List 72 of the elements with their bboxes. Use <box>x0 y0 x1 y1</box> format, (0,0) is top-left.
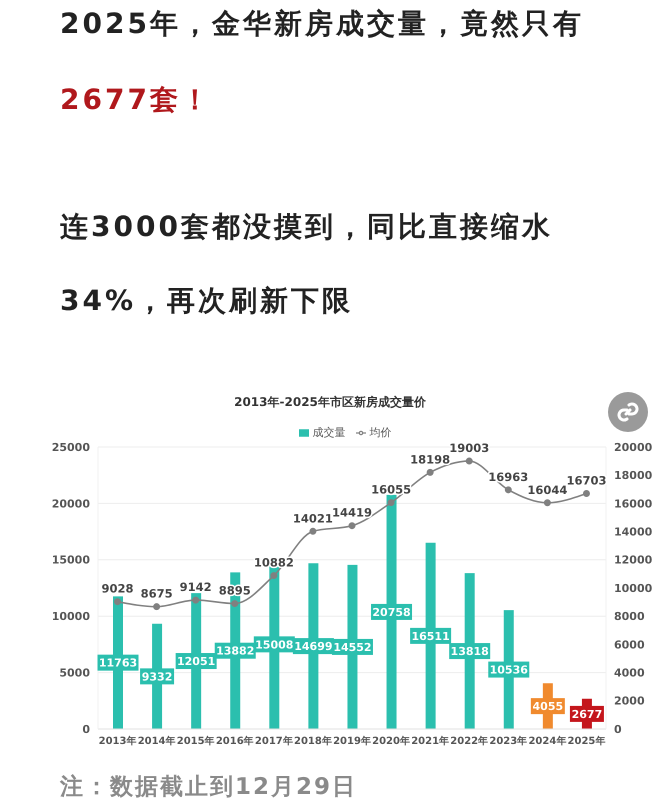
data-label: 18198 <box>410 452 450 466</box>
y2-tick-label: 16000 <box>614 497 653 510</box>
x-tick-label: 2018年 <box>294 735 332 748</box>
data-label: 10536 <box>490 664 528 677</box>
data-label: 13882 <box>216 644 254 658</box>
legend-label: 均价 <box>370 426 392 439</box>
point <box>388 499 395 506</box>
data-label: 20758 <box>372 606 411 619</box>
y2-tick-label: 8000 <box>614 610 645 624</box>
legend-label: 成交量 <box>312 426 346 439</box>
point <box>582 490 590 497</box>
y2-tick-label: 12000 <box>614 554 653 567</box>
point <box>544 499 551 506</box>
data-label: 14021 <box>292 511 333 526</box>
x-tick-label: 2022年 <box>450 735 488 748</box>
point <box>309 528 316 535</box>
data-label: 15008 <box>255 638 294 652</box>
data-label: 2677 <box>572 708 602 721</box>
x-tick-label: 2015年 <box>176 735 215 748</box>
data-label: 16044 <box>527 482 568 497</box>
point <box>504 486 512 494</box>
y2-tick-label: 20000 <box>614 440 653 454</box>
point <box>426 468 434 476</box>
y-tick-label: 15000 <box>52 554 90 567</box>
data-label: 11763 <box>98 656 138 670</box>
point <box>231 600 238 608</box>
text: 2677套！ <box>60 82 212 118</box>
data-label: 9028 <box>102 582 134 596</box>
x-tick-label: 2019年 <box>333 735 371 748</box>
x-tick-label: 2014年 <box>138 735 176 748</box>
x-tick-label: 2021年 <box>411 735 450 748</box>
y2-tick-label: 2000 <box>614 694 645 708</box>
text: 2025年，金华新房成交量，竟然只有 <box>60 6 584 42</box>
x-tick-label: 2016年 <box>216 735 254 748</box>
x-tick-label: 2024年 <box>528 735 566 748</box>
y2-tick-label: 0 <box>614 722 622 736</box>
y-tick-label: 0 <box>82 722 90 736</box>
data-label: 13818 <box>450 645 489 658</box>
point <box>153 603 160 610</box>
y-tick-label: 20000 <box>52 497 90 510</box>
data-label: 16511 <box>411 630 450 643</box>
data-label: 12051 <box>177 654 216 668</box>
x-tick-label: 2023年 <box>489 735 528 748</box>
y2-tick-label: 18000 <box>614 469 653 482</box>
x-tick-label: 2013年 <box>98 735 136 748</box>
x-tick-label: 2025年 <box>568 735 606 748</box>
data-label: 4055 <box>532 700 564 714</box>
chart-title: 2013年-2025年市区新房成交量价 <box>233 394 427 410</box>
data-label: 16703 <box>566 473 606 488</box>
y2-tick-label: 10000 <box>614 582 653 595</box>
data-label: 14552 <box>333 640 372 654</box>
y-tick-label: 5000 <box>59 666 90 680</box>
text: 注：数据截止到12月29日 <box>60 773 358 802</box>
point <box>270 572 278 580</box>
y2-tick-label: 14000 <box>614 526 653 539</box>
y2-tick-label: 6000 <box>614 638 645 652</box>
y-tick-label: 25000 <box>52 440 90 454</box>
data-label: 19003 <box>449 441 490 456</box>
x-tick-label: 2017年 <box>254 735 293 748</box>
point <box>192 596 200 604</box>
data-label: 14419 <box>332 506 372 520</box>
data-label: 9142 <box>180 580 212 594</box>
point <box>348 522 356 530</box>
x-tick-label: 2020年 <box>372 735 410 748</box>
point <box>114 598 122 606</box>
text: 连3000套都没摸到，同比直接缩水34%，再次刷新下限 <box>60 210 553 317</box>
y-tick-label: 10000 <box>52 610 90 624</box>
point <box>466 458 473 465</box>
data-label: 8675 <box>140 586 173 601</box>
data-label: 14699 <box>294 640 333 654</box>
data-label: 9332 <box>142 670 172 684</box>
y2-tick-label: 4000 <box>614 666 645 680</box>
